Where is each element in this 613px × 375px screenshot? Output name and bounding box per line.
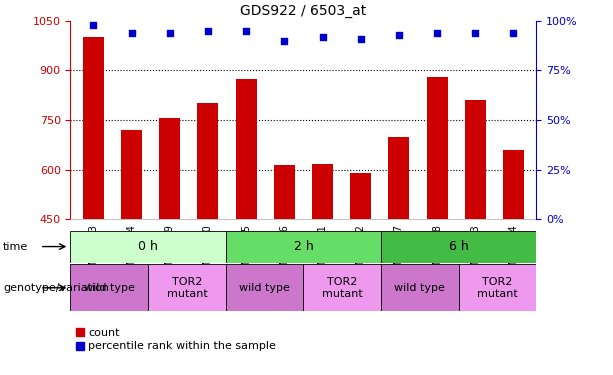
Bar	[159, 118, 180, 219]
Bar	[226, 264, 303, 311]
Bar	[121, 130, 142, 219]
Bar	[274, 165, 295, 219]
Bar	[197, 104, 218, 219]
Text: 0 h: 0 h	[138, 240, 158, 253]
Bar	[459, 264, 536, 311]
Bar	[503, 150, 524, 219]
Bar	[148, 264, 226, 311]
Point	[88, 22, 98, 28]
Point	[203, 28, 213, 34]
Bar	[303, 264, 381, 311]
Text: TOR2
mutant: TOR2 mutant	[322, 277, 363, 298]
Point	[509, 30, 519, 36]
Point	[242, 28, 251, 34]
Bar	[350, 173, 371, 219]
Point	[432, 30, 442, 36]
Text: 2 h: 2 h	[294, 240, 313, 253]
Point	[356, 36, 365, 42]
Bar	[70, 231, 226, 262]
Point	[318, 33, 327, 39]
Legend: count, percentile rank within the sample: count, percentile rank within the sample	[76, 328, 276, 351]
Bar	[70, 264, 148, 311]
Bar	[381, 264, 459, 311]
Text: wild type: wild type	[395, 283, 445, 293]
Bar	[381, 231, 536, 262]
Bar	[312, 164, 333, 219]
Bar	[389, 136, 409, 219]
Point	[165, 30, 175, 36]
Point	[394, 32, 404, 38]
Bar	[83, 37, 104, 219]
Text: time: time	[3, 242, 28, 252]
Point	[127, 30, 137, 36]
Bar	[226, 231, 381, 262]
Title: GDS922 / 6503_at: GDS922 / 6503_at	[240, 4, 367, 18]
Bar	[465, 100, 485, 219]
Point	[470, 30, 480, 36]
Text: genotype/variation: genotype/variation	[3, 283, 109, 293]
Text: TOR2
mutant: TOR2 mutant	[167, 277, 207, 298]
Text: TOR2
mutant: TOR2 mutant	[477, 277, 518, 298]
Bar	[235, 79, 257, 219]
Text: 6 h: 6 h	[449, 240, 468, 253]
Text: wild type: wild type	[84, 283, 135, 293]
Bar	[427, 77, 447, 219]
Text: wild type: wild type	[239, 283, 290, 293]
Point	[280, 38, 289, 44]
